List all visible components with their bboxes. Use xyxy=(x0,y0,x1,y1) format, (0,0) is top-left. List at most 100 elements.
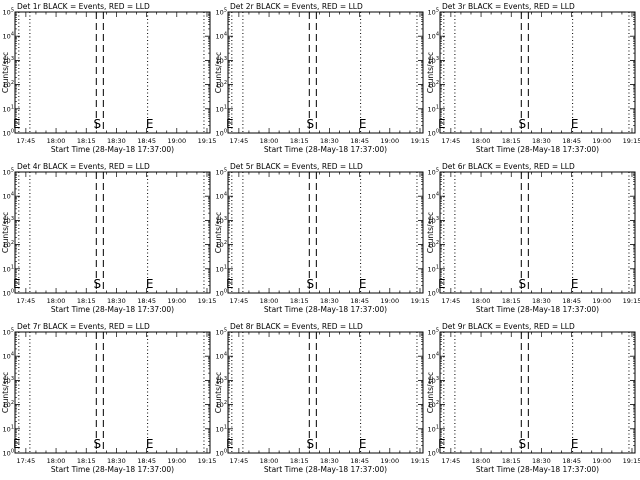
panel-title: Det 5r BLACK = Events, RED = LLD xyxy=(230,162,363,171)
x-axis: 17:45 18:00 18:15 18:30 18:45 19:00 19:15 xyxy=(16,12,216,145)
y-tick-exponent: 3 xyxy=(436,216,439,222)
y-tick-label: 104 xyxy=(428,352,439,361)
x-tick-label: 17:45 xyxy=(16,137,35,145)
x-axis-label: Start Time (28-May-18 17:37:00) xyxy=(476,145,599,154)
y-tick-label: 102 xyxy=(3,400,14,409)
x-tick-label: 18:15 xyxy=(502,137,521,145)
x-tick-label: 18:30 xyxy=(532,137,551,145)
y-tick-base: 10 xyxy=(216,425,224,433)
y-tick-label: 102 xyxy=(3,80,14,89)
y-tick-exponent: 1 xyxy=(224,104,227,110)
y-axis-label: Counts/sec xyxy=(1,212,10,253)
y-tick-base: 10 xyxy=(428,241,436,249)
marker-e: E xyxy=(13,277,21,291)
x-tick-label: 18:45 xyxy=(562,137,581,145)
y-tick-label: 101 xyxy=(428,424,439,433)
y-tick-label: 102 xyxy=(428,80,439,89)
y-tick-exponent: 5 xyxy=(11,8,14,14)
y-tick-exponent: 5 xyxy=(224,8,227,14)
y-tick-label: 103 xyxy=(3,376,14,385)
y-tick-base: 10 xyxy=(3,217,11,225)
x-tick-label: 19:00 xyxy=(167,457,186,465)
y-tick-exponent: 3 xyxy=(11,216,14,222)
marker-e: E xyxy=(438,117,446,131)
y-tick-exponent: 4 xyxy=(224,352,227,358)
y-tick-exponent: 5 xyxy=(436,328,439,334)
y-tick-base: 10 xyxy=(428,193,436,201)
marker-s: S xyxy=(93,437,101,451)
y-tick-exponent: 3 xyxy=(224,376,227,382)
y-tick-label: 100 xyxy=(216,289,227,298)
y-tick-label: 100 xyxy=(428,129,439,138)
x-tick-label: 19:15 xyxy=(198,297,217,305)
x-tick-label: 18:45 xyxy=(350,457,369,465)
y-tick-exponent: 0 xyxy=(11,449,14,455)
x-tick-label: 18:45 xyxy=(137,297,156,305)
marker-e: E xyxy=(571,117,579,131)
y-tick-exponent: 2 xyxy=(224,400,227,406)
x-axis: 17:45 18:00 18:15 18:30 18:45 19:00 19:15 xyxy=(16,332,216,465)
y-tick-base: 10 xyxy=(216,329,224,337)
marker-e: E xyxy=(226,437,234,451)
plot-frame xyxy=(14,11,211,134)
y-tick-base: 10 xyxy=(428,217,436,225)
y-tick-base: 10 xyxy=(428,9,436,17)
y-tick-exponent: 5 xyxy=(436,8,439,14)
y-tick-exponent: 1 xyxy=(11,264,14,270)
x-tick-label: 19:15 xyxy=(411,457,430,465)
marker-e: E xyxy=(359,277,367,291)
y-tick-label: 100 xyxy=(216,129,227,138)
y-tick-base: 10 xyxy=(216,241,224,249)
y-tick-base: 10 xyxy=(216,450,224,458)
y-tick-label: 101 xyxy=(428,264,439,273)
y-tick-base: 10 xyxy=(428,81,436,89)
x-tick-label: 19:00 xyxy=(380,297,399,305)
y-tick-base: 10 xyxy=(3,241,11,249)
x-tick-label: 19:15 xyxy=(623,137,640,145)
x-axis: 17:45 18:00 18:15 18:30 18:45 19:00 19:15 xyxy=(229,172,429,305)
x-tick-label: 18:45 xyxy=(562,297,581,305)
panel-title: Det 3r BLACK = Events, RED = LLD xyxy=(442,2,575,11)
plot-frame xyxy=(439,331,636,454)
y-tick-label: 102 xyxy=(3,240,14,249)
chart-panel-1: Det 1r BLACK = Events, RED = LLD10010110… xyxy=(1,2,216,154)
x-tick-label: 17:45 xyxy=(16,457,35,465)
chart-panel-9: Det 9r BLACK = Events, RED = LLD10010110… xyxy=(426,322,640,474)
x-tick-label: 18:15 xyxy=(502,457,521,465)
y-tick-label: 104 xyxy=(428,32,439,41)
y-tick-exponent: 3 xyxy=(436,56,439,62)
y-tick-base: 10 xyxy=(216,169,224,177)
x-axis-label: Start Time (28-May-18 17:37:00) xyxy=(264,305,387,314)
y-tick-exponent: 5 xyxy=(224,328,227,334)
x-tick-label: 18:45 xyxy=(350,137,369,145)
x-tick-label: 19:00 xyxy=(592,297,611,305)
y-tick-exponent: 0 xyxy=(11,129,14,135)
y-tick-label: 103 xyxy=(216,376,227,385)
chart-panel-8: Det 8r BLACK = Events, RED = LLD10010110… xyxy=(214,322,429,474)
y-tick-exponent: 5 xyxy=(11,168,14,174)
x-tick-label: 18:15 xyxy=(77,457,96,465)
y-tick-label: 102 xyxy=(428,400,439,409)
y-tick-exponent: 2 xyxy=(11,400,14,406)
marker-e: E xyxy=(226,117,234,131)
y-tick-base: 10 xyxy=(3,169,11,177)
panel-title: Det 9r BLACK = Events, RED = LLD xyxy=(442,322,575,331)
y-tick-label: 105 xyxy=(428,168,439,177)
y-tick-label: 105 xyxy=(428,8,439,17)
y-tick-exponent: 2 xyxy=(436,400,439,406)
y-tick-label: 103 xyxy=(428,56,439,65)
x-tick-label: 18:30 xyxy=(532,457,551,465)
x-axis-label: Start Time (28-May-18 17:37:00) xyxy=(51,305,174,314)
x-axis-label: Start Time (28-May-18 17:37:00) xyxy=(51,465,174,474)
x-axis-label: Start Time (28-May-18 17:37:00) xyxy=(51,145,174,154)
x-tick-label: 17:45 xyxy=(229,297,248,305)
x-tick-label: 18:00 xyxy=(260,297,279,305)
x-tick-label: 18:30 xyxy=(107,457,126,465)
x-tick-label: 18:45 xyxy=(562,457,581,465)
x-tick-label: 18:30 xyxy=(107,297,126,305)
marker-s: S xyxy=(93,277,101,291)
